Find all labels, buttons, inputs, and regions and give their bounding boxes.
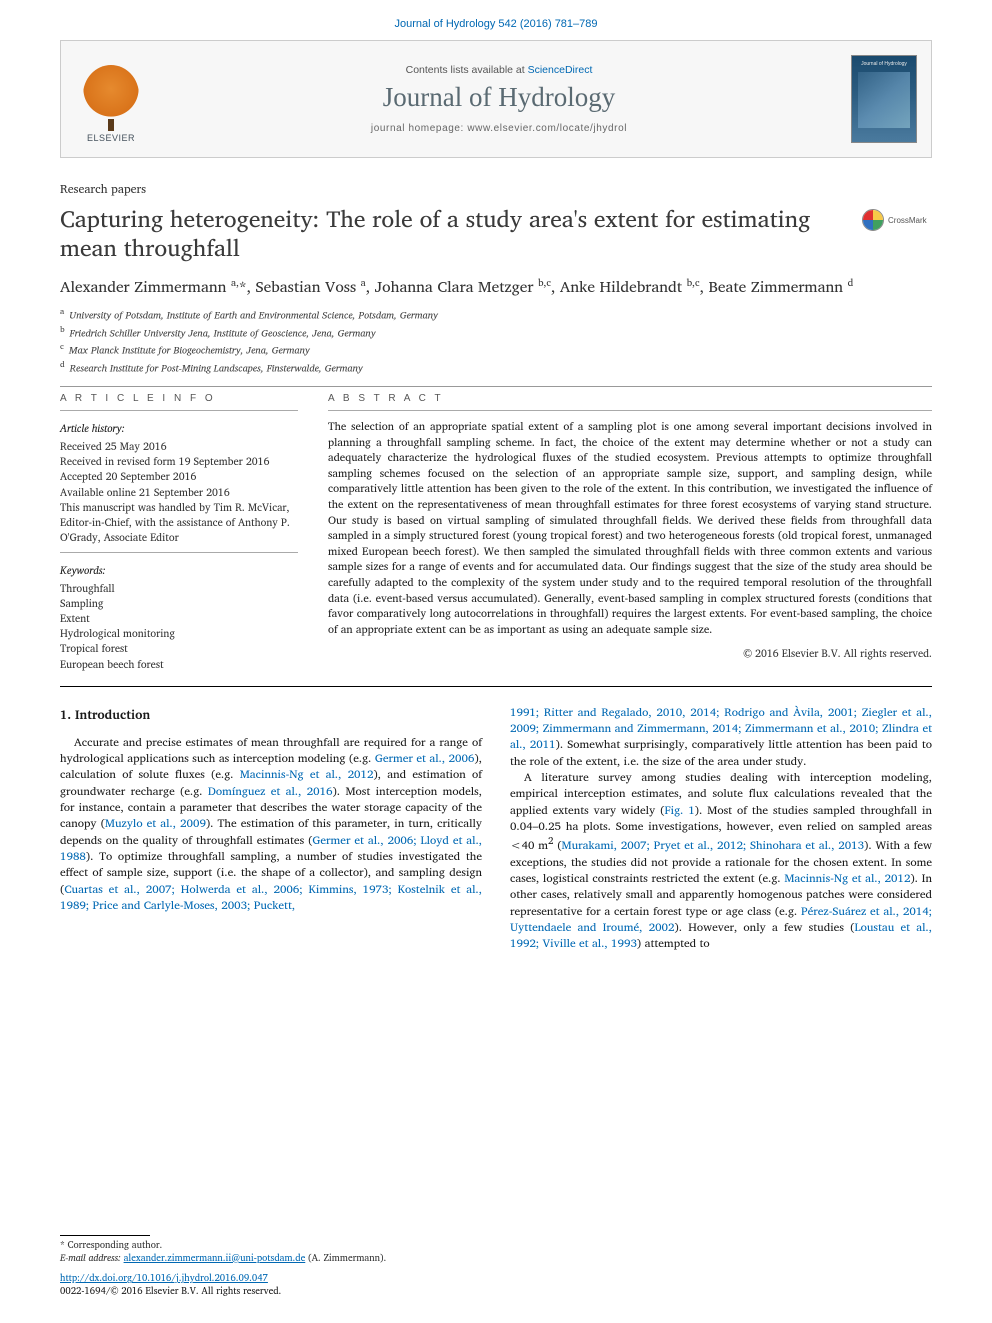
contents-prefix: Contents lists available at	[406, 64, 528, 76]
section-heading-intro: 1. Introduction	[60, 705, 482, 725]
article-title: Capturing heterogeneity: The role of a s…	[60, 205, 852, 264]
homepage-prefix: journal homepage:	[371, 123, 467, 134]
journal-header-box: ELSEVIER Contents lists available at Sci…	[60, 40, 932, 158]
affiliations-block: a University of Potsdam, Institute of Ea…	[60, 305, 932, 376]
article-type: Research papers	[60, 180, 932, 199]
journal-homepage-line: journal homepage: www.elsevier.com/locat…	[147, 123, 851, 134]
corr-author-name: (A. Zimmermann).	[305, 1251, 386, 1266]
crossmark-icon	[862, 209, 884, 231]
homepage-url: www.elsevier.com/locate/jhydrol	[467, 123, 627, 134]
authors-line: Alexander Zimmermann a,*, Sebastian Voss…	[60, 276, 932, 297]
journal-cover-thumbnail: Journal of Hydrology	[851, 55, 917, 143]
abstract-copyright: © 2016 Elsevier B.V. All rights reserved…	[328, 644, 932, 662]
elsevier-logo: ELSEVIER	[75, 55, 147, 143]
article-history-block: Received 25 May 2016Received in revised …	[60, 439, 298, 546]
crossmark-badge[interactable]: CrossMark	[862, 209, 932, 231]
intro-paragraph-1: Accurate and precise estimates of mean t…	[60, 735, 482, 915]
abstract-text: The selection of an appropriate spatial …	[328, 419, 932, 638]
intro-paragraph-1-continued: 1991; Ritter and Regalado, 2010, 2014; R…	[510, 705, 932, 770]
divider	[60, 386, 932, 387]
footnote-rule	[60, 1235, 150, 1236]
corr-author-email-link[interactable]: alexander.zimmermann.ii@uni-potsdam.de	[124, 1251, 306, 1266]
cover-thumb-image	[858, 72, 910, 128]
crossmark-label: CrossMark	[888, 216, 927, 225]
keywords-list: ThroughfallSamplingExtentHydrological mo…	[60, 581, 298, 672]
section-divider	[60, 686, 932, 687]
abstract-heading: A B S T R A C T	[328, 393, 932, 404]
contents-available-line: Contents lists available at ScienceDirec…	[147, 64, 851, 76]
article-history-label: Article history:	[60, 419, 298, 437]
corresponding-author-note: * Corresponding author. E-mail address: …	[60, 1240, 480, 1266]
elsevier-wordmark: ELSEVIER	[87, 133, 135, 143]
journal-name: Journal of Hydrology	[147, 82, 851, 113]
sciencedirect-link[interactable]: ScienceDirect	[528, 64, 593, 76]
keywords-label: Keywords:	[60, 561, 298, 579]
citation-header: Journal of Hydrology 542 (2016) 781–789	[60, 18, 932, 30]
email-label: E-mail address:	[60, 1251, 124, 1266]
issn-copyright-line: 0022-1694/© 2016 Elsevier B.V. All right…	[60, 1284, 281, 1299]
cover-thumb-title: Journal of Hydrology	[861, 62, 907, 68]
intro-paragraph-2: A literature survey among studies dealin…	[510, 770, 932, 952]
elsevier-tree-icon	[83, 65, 139, 125]
article-info-heading: A R T I C L E I N F O	[60, 393, 298, 404]
